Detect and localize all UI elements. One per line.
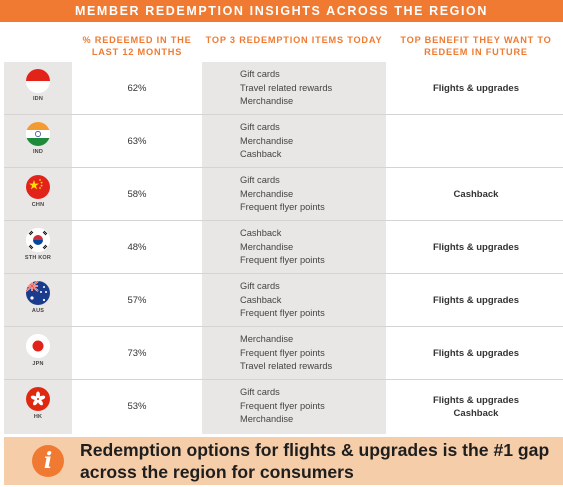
india-flag-icon (26, 122, 50, 146)
redemption-items-list: Gift cards Frequent flyer points Merchan… (240, 386, 325, 427)
percent-redeemed: 62% (127, 83, 147, 94)
future-benefit (396, 115, 556, 168)
country-code: STH KOR (24, 255, 52, 261)
row-divider (4, 167, 563, 168)
list-item: Frequent flyer points (240, 308, 325, 318)
table-row: AUS 57% Gift cards Cashback Frequent fly… (0, 274, 563, 327)
australia-flag-icon (26, 281, 50, 305)
row-divider (4, 273, 563, 274)
row-divider (4, 220, 563, 221)
list-item: Merchandise (240, 241, 294, 252)
percent-redeemed: 48% (127, 242, 147, 253)
future-benefit: Cashback (453, 189, 499, 200)
china-flag-icon (26, 175, 50, 199)
list-item: Merchandise (240, 414, 294, 424)
indonesia-flag-icon (26, 69, 50, 93)
list-item: Cashback (240, 294, 282, 305)
percent-redeemed: 53% (127, 401, 147, 412)
table-row: STH KOR 48% Cashback Merchandise Frequen… (0, 221, 563, 274)
redemption-items-list: Cashback Merchandise Frequent flyer poin… (240, 227, 325, 268)
list-item: Frequent flyer points (240, 347, 325, 358)
country-code: CHN (31, 202, 45, 208)
callout-text: Redemption options for flights & upgrade… (80, 440, 550, 482)
list-item: Merchandise (240, 334, 294, 344)
insight-callout: i Redemption options for flights & upgra… (4, 437, 563, 485)
header-future-benefit: TOP BENEFIT THEY WANT TO REDEEM IN FUTUR… (400, 35, 552, 57)
list-item: Gift cards (240, 387, 280, 397)
table-row: CHN 58% Gift cards Merchandise Frequent … (0, 168, 563, 221)
table-row: IND 63% Gift cards Merchandise Cashback (0, 115, 563, 168)
row-divider (4, 114, 563, 115)
list-item: Cashback (240, 228, 282, 238)
future-benefit: Flights & upgrades (432, 83, 520, 94)
list-item: Frequent flyer points (240, 255, 325, 265)
japan-flag-icon (26, 334, 50, 358)
redemption-items-list: Gift cards Merchandise Frequent flyer po… (240, 174, 325, 215)
country-code: IND (32, 149, 44, 155)
redemption-items-list: Merchandise Frequent flyer points Travel… (240, 333, 332, 374)
future-benefit: Flights & upgrades Cashback (432, 394, 520, 419)
country-code: JPN (32, 361, 44, 367)
table-row: JPN 73% Merchandise Frequent flyer point… (0, 327, 563, 380)
info-icon: i (32, 445, 64, 477)
country-code: HK (33, 414, 43, 420)
header-top-redemption-items: TOP 3 REDEMPTION ITEMS TODAY (205, 35, 383, 45)
list-item: Gift cards (240, 175, 280, 185)
banner-title: MEMBER REDEMPTION INSIGHTS ACROSS THE RE… (74, 4, 488, 18)
table-row: IDN 62% Gift cards Travel related reward… (0, 62, 563, 115)
south-korea-flag-icon (26, 228, 50, 252)
row-divider (4, 379, 563, 380)
list-item: Gift cards (240, 122, 280, 132)
list-item: Merchandise (240, 96, 294, 106)
list-item: Travel related rewards (240, 82, 333, 93)
percent-redeemed: 58% (127, 189, 147, 200)
header-percent-redeemed: % REDEEMED IN THE LAST 12 MONTHS (82, 35, 192, 57)
list-item: Cashback (240, 149, 282, 159)
percent-redeemed: 57% (127, 295, 147, 306)
percent-redeemed: 73% (127, 348, 147, 359)
list-item: Gift cards (240, 281, 280, 291)
list-item: Frequent flyer points (240, 400, 325, 411)
list-item: Gift cards (240, 69, 280, 79)
country-code: IDN (32, 96, 44, 102)
redemption-items-list: Gift cards Travel related rewards Mercha… (240, 68, 332, 109)
hong-kong-flag-icon (26, 387, 50, 411)
list-item: Merchandise (240, 188, 294, 199)
list-item: Merchandise (240, 135, 294, 146)
row-divider (4, 326, 563, 327)
percent-redeemed: 63% (127, 136, 147, 147)
table-row: HK 53% Gift cards Frequent flyer points … (0, 380, 563, 433)
country-code: AUS (31, 308, 45, 314)
list-item: Travel related rewards (240, 361, 333, 371)
future-benefit: Flights & upgrades (432, 295, 520, 306)
page-banner: MEMBER REDEMPTION INSIGHTS ACROSS THE RE… (0, 0, 563, 22)
future-benefit: Flights & upgrades (432, 348, 520, 359)
list-item: Frequent flyer points (240, 202, 325, 212)
redemption-items-list: Gift cards Merchandise Cashback (240, 121, 293, 162)
redemption-items-list: Gift cards Cashback Frequent flyer point… (240, 280, 325, 321)
future-benefit: Flights & upgrades (432, 242, 520, 253)
items-column-background (202, 62, 386, 434)
